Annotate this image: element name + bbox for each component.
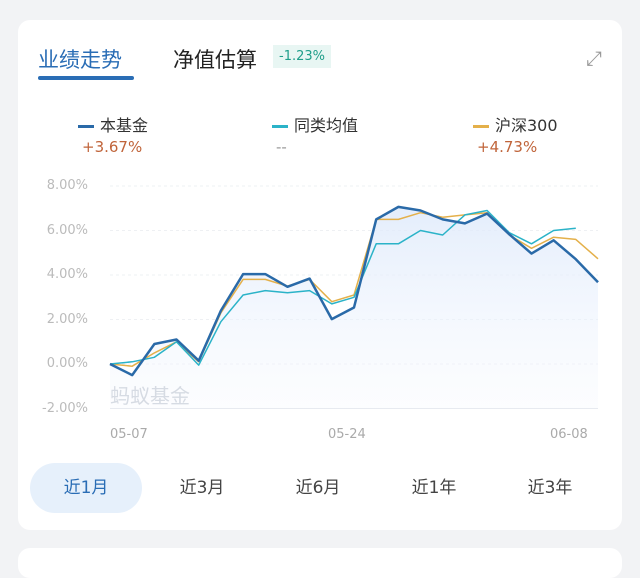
watermark: 蚂蚁基金 (110, 384, 190, 408)
x-tick-label: 05-24 (328, 427, 366, 442)
legend-swatch (473, 125, 489, 128)
legend-value: +4.73% (477, 138, 538, 156)
series-line-0 (109, 205, 599, 377)
legend-label: 沪深300 (495, 116, 558, 135)
period-tab[interactable]: 近6月 (295, 478, 341, 498)
y-tick-label: 6.00% (46, 222, 88, 238)
legend-swatch (78, 125, 94, 128)
period-tab[interactable]: 近3月 (179, 478, 225, 498)
line-chart (109, 185, 599, 409)
active-tab-underline (38, 76, 134, 80)
y-tick-label: 4.00% (46, 267, 88, 282)
y-tick-label: 8.00% (46, 178, 88, 193)
tab-nav-estimate[interactable]: 净值估算 (173, 48, 257, 72)
legend-fund: 本基金 +3.67% (78, 112, 148, 156)
x-tick-label: 05-07 (110, 427, 148, 442)
legend-swatch (272, 125, 288, 128)
next-card (18, 548, 622, 578)
y-tick-label: -2.00% (42, 400, 88, 416)
y-tick-label: 0.00% (46, 356, 88, 371)
legend-label: 本基金 (100, 116, 149, 135)
period-tab[interactable]: 近1年 (411, 478, 457, 498)
legend-hs300: 沪深300 +4.73% (473, 112, 558, 156)
legend-value: -- (276, 138, 287, 156)
nav-change-badge: -1.23% (273, 45, 331, 68)
expand-icon[interactable]: ⤢ (586, 46, 602, 70)
performance-card: 业绩走势 净值估算 -1.23% ⤢ 本基金 +3.67% 同类均值 -- 沪深30… (18, 20, 622, 530)
period-tab[interactable]: 近3年 (527, 478, 573, 498)
legend-value: +3.67% (82, 138, 143, 156)
tab-performance[interactable]: 业绩走势 (38, 48, 122, 72)
period-tab[interactable]: 近1月 (30, 463, 142, 513)
series-line-1 (109, 209, 576, 366)
legend-peer: 同类均值 -- (272, 112, 358, 156)
x-tick-label: 06-08 (550, 427, 588, 442)
legend-label: 同类均值 (294, 116, 359, 135)
y-tick-label: 2.00% (46, 311, 88, 327)
